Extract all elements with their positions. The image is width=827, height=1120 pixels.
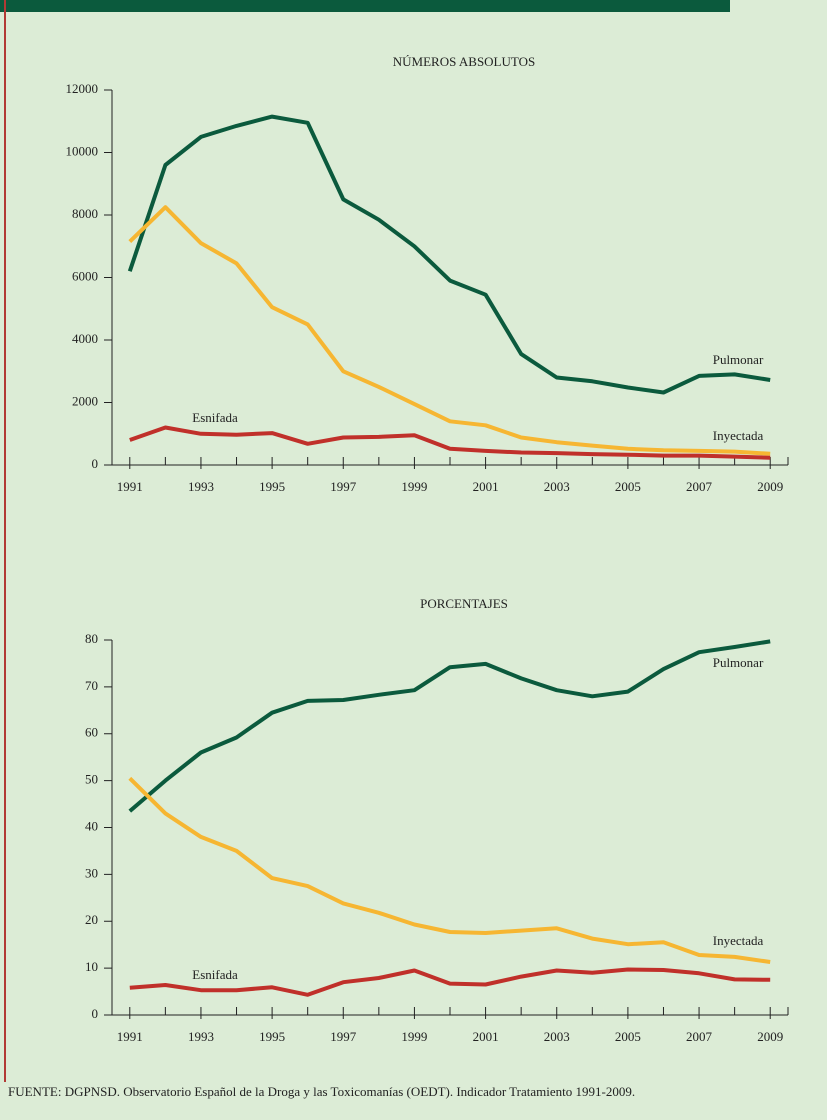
series-line (129, 425, 771, 460)
y-tick-label: 0 (92, 1006, 99, 1021)
series-line (128, 639, 771, 813)
series-label: Esnifada (192, 410, 238, 425)
y-tick-label: 30 (85, 865, 98, 880)
y-tick-label: 10 (85, 959, 98, 974)
x-tick-label: 2003 (544, 1029, 570, 1044)
x-tick-label: 2001 (473, 479, 499, 494)
y-tick-label: 4000 (72, 331, 98, 346)
x-tick-label: 1997 (330, 479, 357, 494)
x-tick-label: 1991 (117, 1029, 143, 1044)
y-tick-label: 60 (85, 725, 98, 740)
x-tick-label: 2009 (757, 1029, 783, 1044)
series-line (128, 205, 771, 456)
series-label: Esnifada (192, 967, 238, 982)
y-tick-label: 50 (85, 772, 98, 787)
series-label: Inyectada (713, 428, 764, 443)
y-tick-label: 0 (92, 456, 99, 471)
x-tick-label: 1991 (117, 479, 143, 494)
y-tick-label: 10000 (66, 143, 99, 158)
x-tick-label: 1995 (259, 479, 285, 494)
x-tick-label: 2009 (757, 479, 783, 494)
y-tick-label: 20 (85, 912, 98, 927)
chart-title: NÚMEROS ABSOLUTOS (393, 54, 535, 69)
x-tick-label: 2007 (686, 1029, 713, 1044)
y-tick-label: 6000 (72, 268, 98, 283)
chart-title: PORCENTAJES (420, 596, 508, 611)
x-tick-label: 1997 (330, 1029, 357, 1044)
series-line (127, 114, 771, 395)
series-label: Pulmonar (713, 352, 764, 367)
x-tick-label: 2001 (473, 1029, 499, 1044)
source-note: FUENTE: DGPNSD. Observatorio Español de … (8, 1084, 635, 1099)
x-tick-label: 1993 (188, 1029, 214, 1044)
x-tick-label: 2005 (615, 1029, 641, 1044)
x-tick-label: 2003 (544, 479, 570, 494)
y-tick-label: 2000 (72, 393, 98, 408)
x-tick-label: 1993 (188, 479, 214, 494)
x-tick-label: 2007 (686, 479, 713, 494)
x-tick-label: 2005 (615, 479, 641, 494)
series-line (129, 967, 771, 997)
top-bar (0, 0, 730, 12)
y-tick-label: 40 (85, 818, 98, 833)
x-tick-label: 1999 (401, 479, 427, 494)
series-label: Pulmonar (713, 655, 764, 670)
y-tick-label: 12000 (66, 81, 99, 96)
series-label: Inyectada (713, 933, 764, 948)
y-tick-label: 80 (85, 631, 98, 646)
x-tick-label: 1995 (259, 1029, 285, 1044)
y-tick-label: 8000 (72, 206, 98, 221)
x-tick-label: 1999 (401, 1029, 427, 1044)
series-line (128, 776, 771, 964)
y-tick-label: 70 (85, 678, 98, 693)
